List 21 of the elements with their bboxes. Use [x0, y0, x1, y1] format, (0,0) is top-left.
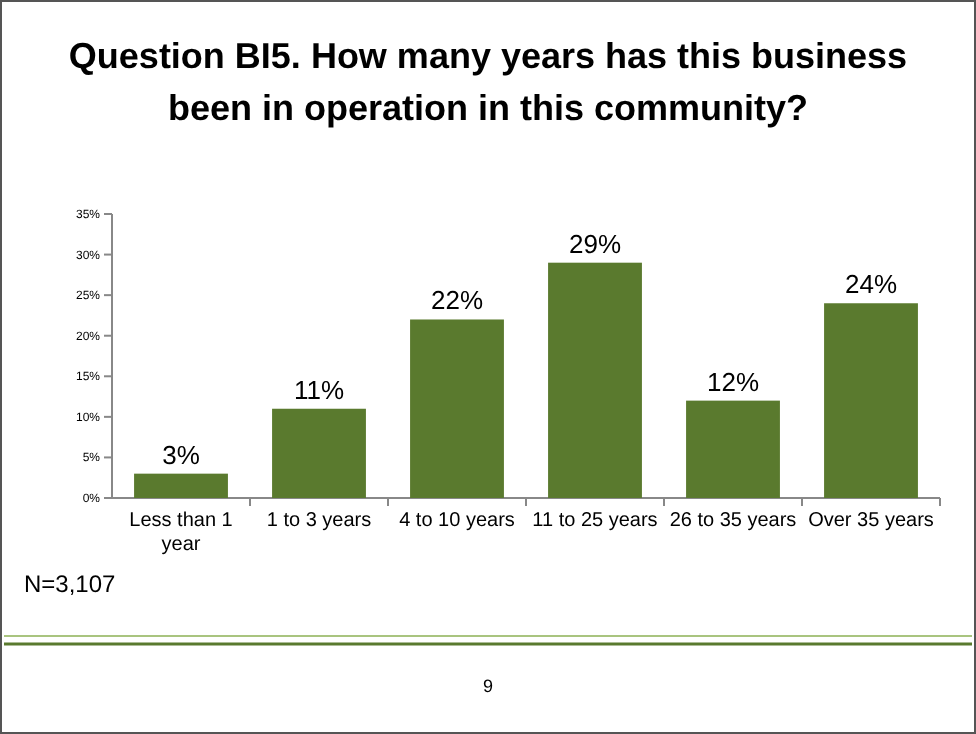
bar	[686, 400, 780, 498]
data-label: 24%	[844, 269, 898, 300]
data-label: 29%	[568, 228, 622, 259]
bar	[410, 319, 504, 498]
x-tick-label: 11 to 25 years	[532, 510, 658, 532]
x-tick-label: 1 to 3 years	[266, 510, 372, 532]
bar	[272, 408, 366, 498]
x-tick-label: Less than 1 year	[129, 510, 234, 556]
bar	[824, 303, 918, 498]
data-label: 22%	[430, 285, 484, 316]
text: 9	[482, 676, 494, 696]
bar	[548, 262, 642, 498]
data-label: 11%	[293, 374, 345, 405]
data-label: 3%	[162, 439, 201, 470]
chart-title: Question BI5. How many years has this business been in operation in this community?	[68, 36, 908, 128]
x-tick-label: Over 35 years	[808, 510, 934, 532]
text: N=3,107	[24, 570, 117, 598]
data-label: 12%	[706, 366, 760, 397]
bar	[134, 473, 228, 498]
x-tick-label: 26 to 35 years	[669, 510, 797, 532]
x-tick-label: 4 to 10 years	[399, 510, 515, 532]
